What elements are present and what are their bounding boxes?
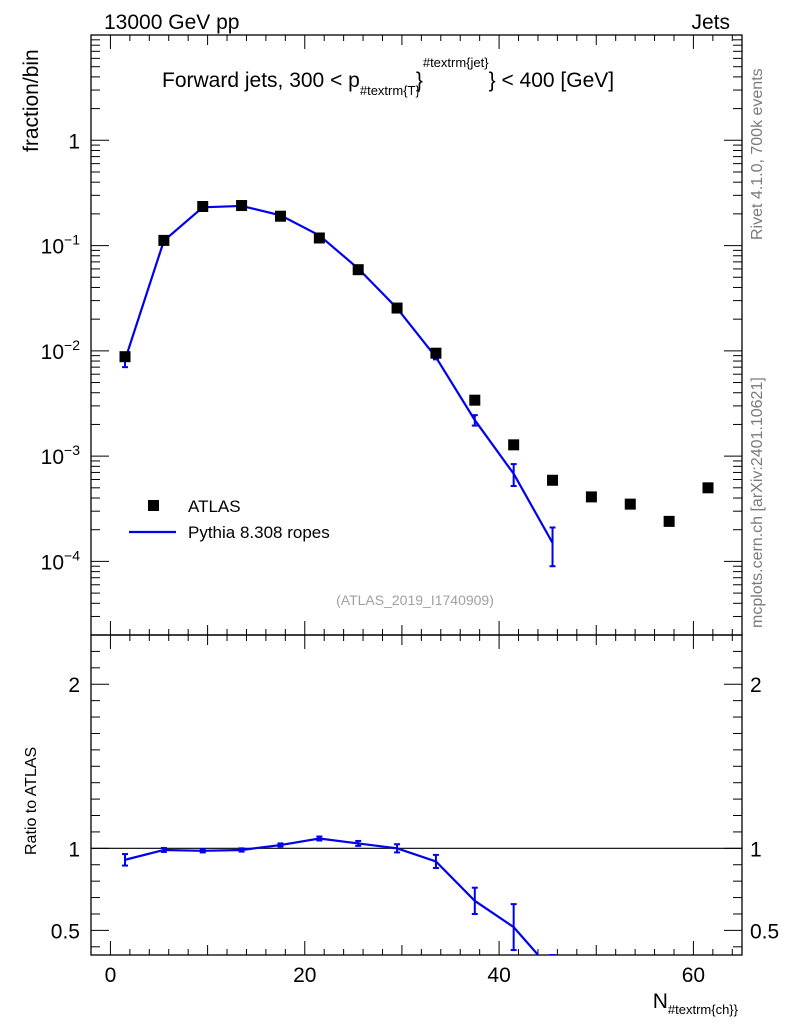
title-prefix: Forward jets, 300 < p — [162, 69, 360, 92]
main-y-tick-label: 10−3 — [41, 442, 81, 469]
title-suffix: } < 400 [GeV] — [489, 69, 615, 92]
legend-atlas-marker — [148, 500, 159, 511]
pythia-ratio-line — [124, 837, 540, 955]
atlas-point — [197, 200, 209, 212]
ratio-y-tick-label: 0.5 — [51, 920, 80, 943]
main-y-tick-label-exp: −1 — [64, 232, 80, 248]
atlas-point — [430, 347, 442, 359]
ratio-plot-frame — [90, 634, 743, 956]
pythia-line — [123, 204, 554, 544]
main-plot-axes — [90, 34, 743, 636]
rivet-version-label: Rivet 4.1.0, 700k events — [749, 68, 766, 240]
atlas-point — [313, 232, 325, 244]
energy-label: 13000 GeV pp — [104, 11, 239, 34]
main-y-tick-label-base: 10 — [41, 446, 64, 469]
main-y-tick-label: 1 — [68, 130, 80, 153]
atlas-point — [236, 200, 248, 212]
atlas-point — [585, 491, 597, 503]
analysis-source-label: (ATLAS_2019_I1740909) — [336, 592, 494, 608]
title-superscript: #textrm{jet} — [423, 55, 489, 70]
ratio-y-tick-label-right: 1 — [750, 838, 762, 861]
main-y-tick-label-base: 10 — [41, 236, 64, 259]
title-brace: } — [416, 69, 423, 92]
legend: ATLAS Pythia 8.308 ropes — [129, 497, 330, 542]
main-y-tick-label-exp: −3 — [64, 442, 80, 458]
ratio-y-tick-label: 2 — [68, 674, 80, 697]
main-y-tick-label: 10−2 — [41, 337, 81, 364]
main-y-tick-labels: 110−110−210−310−4 — [41, 130, 81, 574]
ratio-y-tick-label: 1 — [68, 838, 80, 861]
atlas-point — [274, 210, 286, 222]
ratio-plot: Ratio to ATLAS 0.5 0.5 1 1 2 2 0 20 40 60 N#text… — [23, 634, 779, 1017]
pythia-ratio-series — [122, 835, 556, 955]
x-axis-title: N#textrm{ch}} — [653, 990, 739, 1017]
legend-pythia-label: Pythia 8.308 ropes — [188, 523, 330, 542]
title-subscript: #textrm{T} — [360, 83, 421, 98]
atlas-point — [391, 302, 403, 314]
main-y-tick-label: 10−1 — [41, 232, 81, 259]
atlas-point — [508, 439, 520, 451]
atlas-point — [352, 264, 364, 276]
x-tick-label: 40 — [487, 964, 510, 987]
ratio-y-axis-title: Ratio to ATLAS — [23, 747, 40, 855]
atlas-point — [702, 482, 714, 494]
atlas-series — [119, 200, 714, 527]
pythia-ratio-clip-group — [122, 835, 556, 955]
x-axis-title-main: N — [653, 990, 668, 1013]
atlas-point — [469, 394, 481, 406]
main-y-tick-label-exp: −4 — [64, 547, 80, 563]
main-plot-frame — [90, 34, 743, 636]
main-y-tick-label-base: 10 — [41, 341, 64, 364]
ratio-y-tick-label-right: 0.5 — [750, 920, 779, 943]
x-tick-label: 20 — [293, 964, 316, 987]
legend-atlas-label: ATLAS — [188, 497, 241, 516]
x-tick-label: 0 — [105, 964, 117, 987]
x-tick-label: 60 — [682, 964, 705, 987]
atlas-point — [547, 474, 559, 486]
atlas-point — [624, 498, 636, 510]
mcplots-label: mcplots.cern.ch [arXiv:2401.10621] — [749, 377, 766, 628]
main-plot-title: Forward jets, 300 < p#textrm{T}}#textrm{… — [162, 55, 614, 98]
ratio-plot-axes — [90, 634, 743, 956]
x-tick-labels: 0 20 40 60 — [105, 964, 706, 987]
ratio-y-tick-labels: 0.5 0.5 1 1 2 2 — [51, 674, 779, 943]
main-y-axis-title: fraction/bin — [20, 49, 43, 152]
atlas-point — [663, 515, 675, 527]
x-axis-title-sub: #textrm{ch}} — [668, 1002, 739, 1017]
atlas-point — [119, 351, 131, 363]
main-y-tick-label-exp: −2 — [64, 337, 80, 353]
ratio-y-tick-label-right: 2 — [750, 674, 762, 697]
main-y-tick-label: 10−4 — [41, 547, 81, 574]
main-plot: Forward jets, 300 < p#textrm{T}}#textrm{… — [20, 34, 743, 636]
atlas-point — [158, 234, 170, 246]
main-y-tick-label-base: 10 — [41, 551, 64, 574]
category-label: Jets — [691, 11, 730, 34]
